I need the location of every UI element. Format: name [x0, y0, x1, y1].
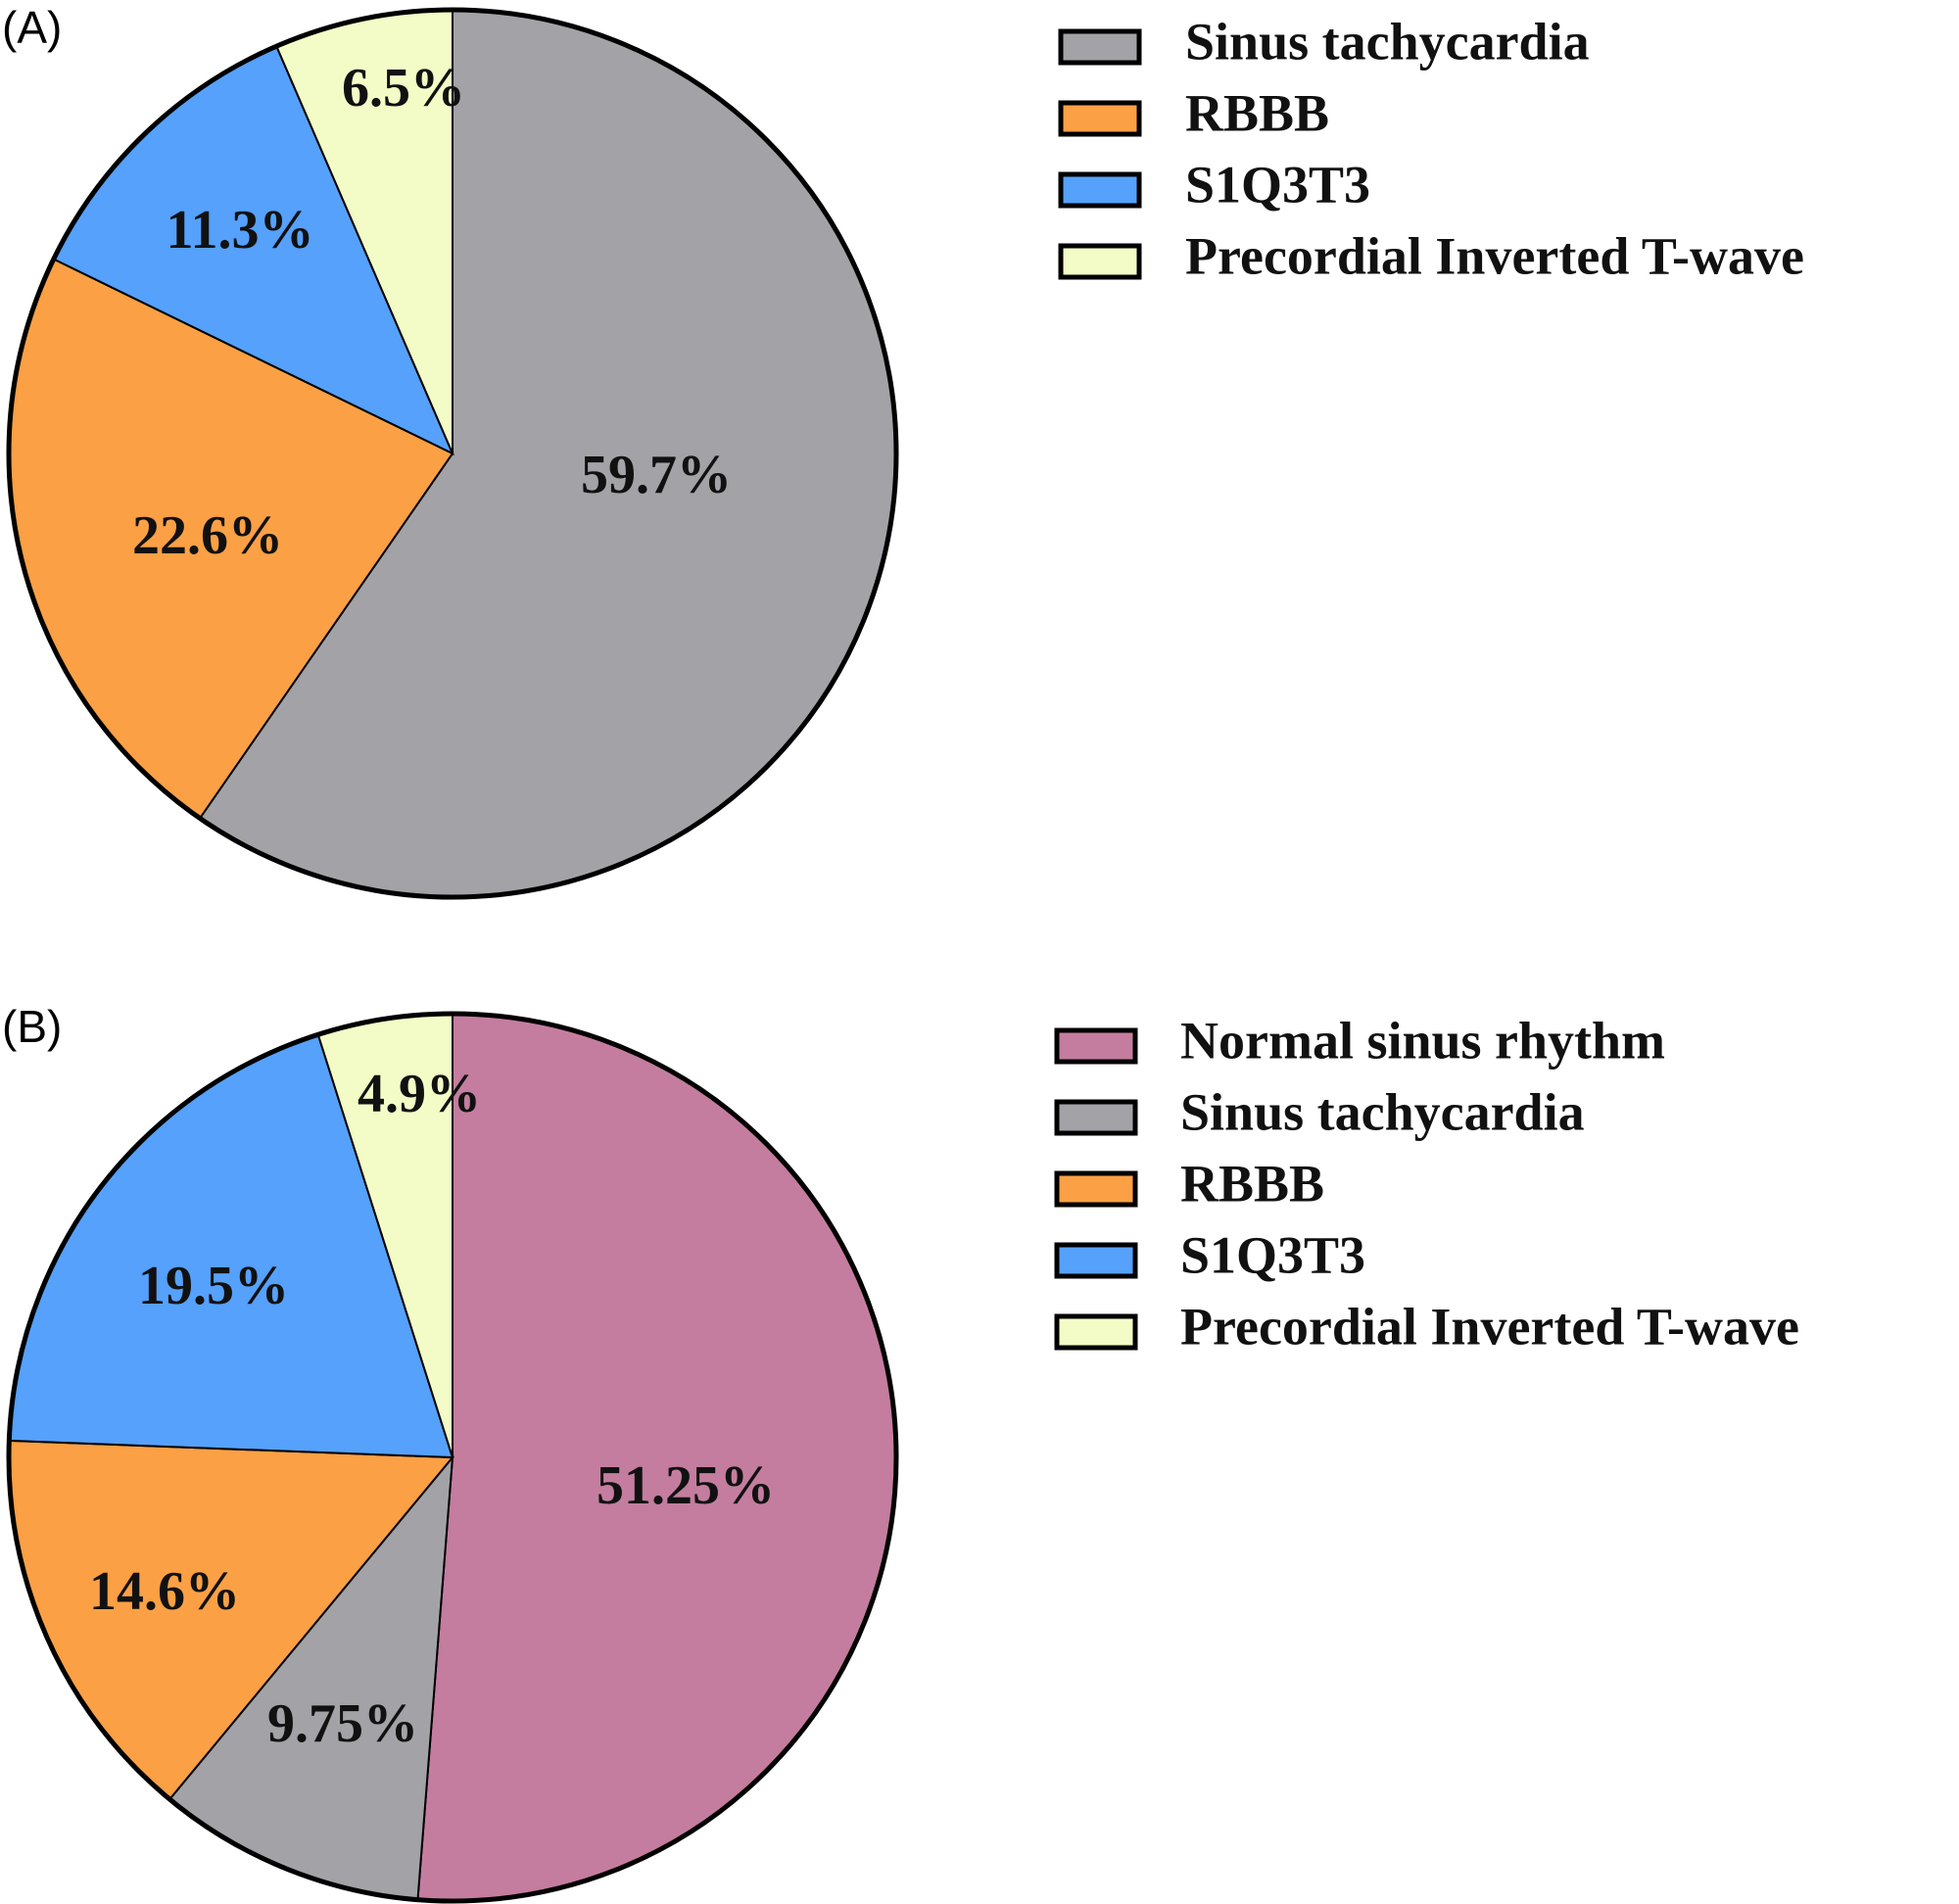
panel-b: (B) 51.25% 9.75% 14.6% 19.5% 4.9% Normal sin… — [2, 1001, 1799, 1904]
slice-label-rbbb: 14.6% — [89, 1561, 240, 1622]
panel-a-letter: (A) — [2, 2, 62, 53]
pie-a: 59.7% 22.6% 11.3% 6.5% — [6, 7, 899, 900]
slice-label-normal-sinus-rhythm: 51.25% — [597, 1455, 775, 1516]
legend-b: Normal sinus rhythm Sinus tachycardia RBBB… — [1054, 1011, 1799, 1356]
legend-label-normal-sinus-rhythm: Normal sinus rhythm — [1180, 1011, 1665, 1070]
slice-label-sinus-tachycardia: 59.7% — [581, 445, 732, 505]
legend-label-precordial-inverted-t-wave: Precordial Inverted T-wave — [1180, 1297, 1799, 1356]
slice-label-s1q3t3: 11.3% — [167, 200, 314, 261]
legend-swatch-sinus-tachycardia — [1054, 1099, 1138, 1136]
pie-outline — [6, 7, 899, 900]
legend-swatch-rbbb — [1054, 1170, 1138, 1208]
legend-label-sinus-tachycardia: Sinus tachycardia — [1185, 12, 1590, 71]
legend-swatch-precordial-inverted-t-wave — [1058, 243, 1142, 280]
slice-label-sinus-tachycardia: 9.75% — [267, 1693, 418, 1754]
pie-b: 51.25% 9.75% 14.6% 19.5% 4.9% — [6, 1011, 899, 1904]
legend-swatch-s1q3t3 — [1054, 1242, 1138, 1279]
legend-label-sinus-tachycardia: Sinus tachycardia — [1180, 1082, 1585, 1141]
panel-b-letter: (B) — [2, 1001, 62, 1052]
slice-label-rbbb: 22.6% — [132, 505, 283, 566]
legend-swatch-rbbb — [1058, 100, 1142, 137]
legend-swatch-precordial-inverted-t-wave — [1054, 1313, 1138, 1351]
panel-a: (A) 59.7% 22.6% 11.3% 6.5% Sinus tachycardi… — [2, 2, 1804, 900]
slice-label-precordial-inverted-t-wave: 6.5% — [342, 58, 465, 119]
legend-label-rbbb: RBBB — [1185, 83, 1329, 142]
pie-outline — [6, 1011, 899, 1904]
legend-swatch-sinus-tachycardia — [1058, 28, 1142, 66]
legend-label-s1q3t3: S1Q3T3 — [1185, 155, 1370, 214]
legend-swatch-normal-sinus-rhythm — [1054, 1027, 1138, 1065]
slice-label-s1q3t3: 19.5% — [138, 1256, 289, 1316]
legend-label-rbbb: RBBB — [1180, 1154, 1324, 1213]
legend-a: Sinus tachycardia RBBB S1Q3T3 Precordial In… — [1058, 12, 1804, 285]
legend-label-precordial-inverted-t-wave: Precordial Inverted T-wave — [1185, 226, 1804, 285]
legend-label-s1q3t3: S1Q3T3 — [1180, 1225, 1365, 1284]
slice-label-precordial-inverted-t-wave: 4.9% — [358, 1064, 481, 1124]
legend-swatch-s1q3t3 — [1058, 171, 1142, 209]
